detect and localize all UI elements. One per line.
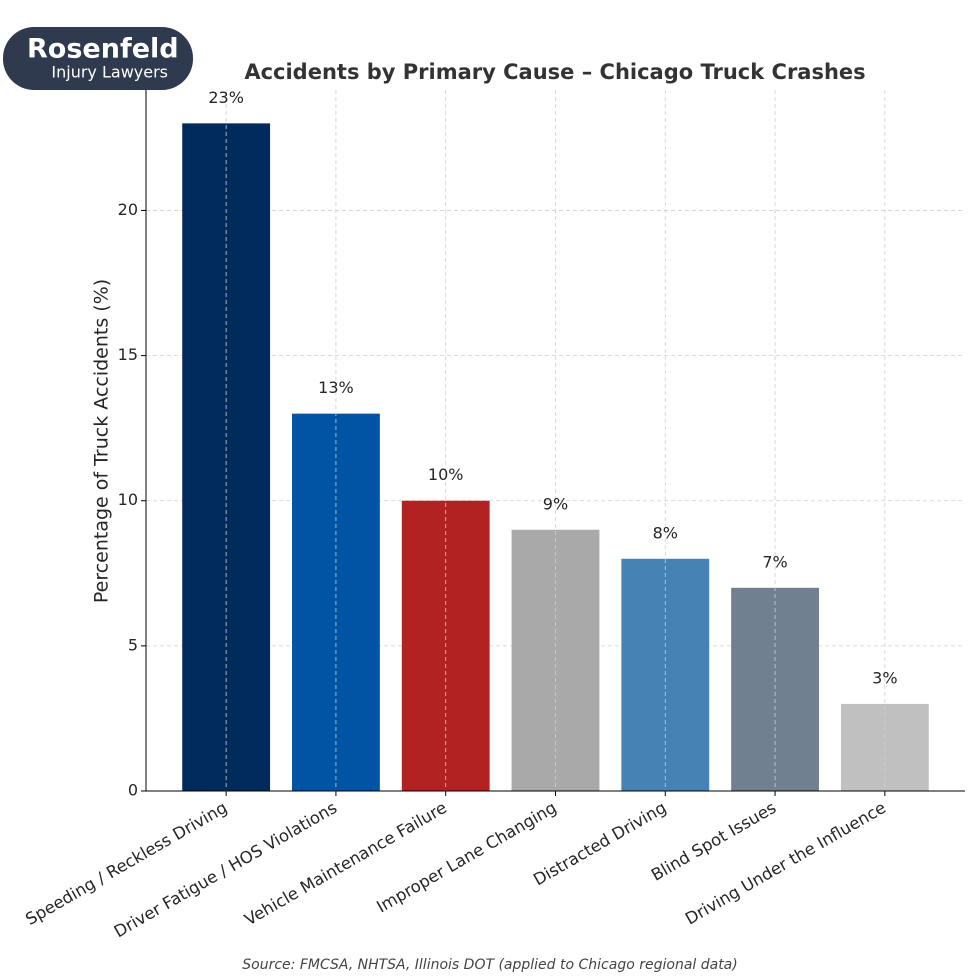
value-label: 23% (208, 88, 244, 107)
value-label: 9% (543, 494, 568, 513)
y-tick-label: 10 (118, 490, 138, 509)
logo-tagline: Injury Lawyers (51, 63, 168, 82)
chart-title: Accidents by Primary Cause – Chicago Tru… (244, 60, 865, 84)
y-axis-label: Percentage of Truck Accidents (%) (91, 279, 113, 603)
value-label: 8% (653, 523, 678, 542)
value-label: 10% (428, 465, 464, 484)
value-label: 13% (318, 378, 354, 397)
x-tick-label: Driving Under the Influence (682, 798, 889, 929)
x-tick-label: Speeding / Reckless Driving (22, 798, 230, 929)
y-tick-label: 5 (128, 635, 138, 654)
logo-name: Rosenfeld (27, 34, 179, 65)
x-tick-label: Vehicle Maintenance Failure (241, 798, 450, 929)
logo-badge (3, 27, 193, 90)
x-tick-label: Driver Fatigue / HOS Violations (111, 798, 340, 941)
value-label: 7% (762, 552, 787, 571)
source-note: Source: FMCSA, NHTSA, Illinois DOT (appl… (242, 957, 737, 973)
y-tick-label: 20 (118, 200, 138, 219)
y-tick-label: 0 (128, 781, 138, 800)
y-tick-label: 15 (118, 345, 138, 364)
value-label: 3% (872, 668, 897, 687)
x-tick-label: Improper Lane Changing (373, 798, 559, 917)
